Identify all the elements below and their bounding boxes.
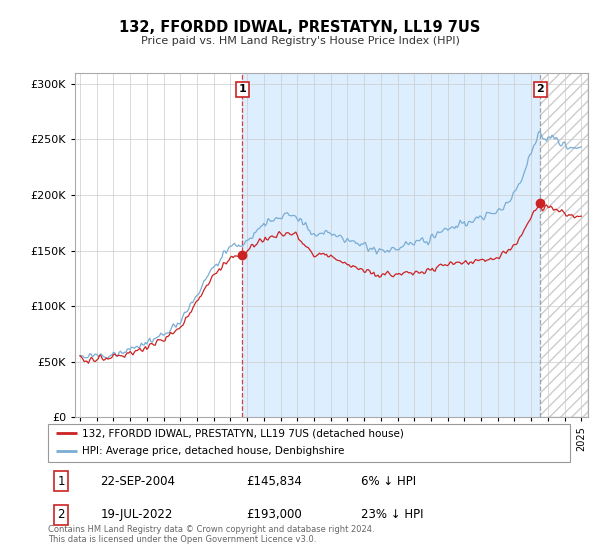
Text: 132, FFORDD IDWAL, PRESTATYN, LL19 7US (detached house): 132, FFORDD IDWAL, PRESTATYN, LL19 7US (… — [82, 428, 404, 438]
Text: 2: 2 — [58, 508, 65, 521]
Bar — [242, 73, 540, 417]
Text: HPI: Average price, detached house, Denbighshire: HPI: Average price, detached house, Denb… — [82, 446, 344, 456]
Text: 132, FFORDD IDWAL, PRESTATYN, LL19 7US: 132, FFORDD IDWAL, PRESTATYN, LL19 7US — [119, 20, 481, 35]
Text: 1: 1 — [58, 474, 65, 488]
Bar — [540, 73, 588, 417]
Text: 6% ↓ HPI: 6% ↓ HPI — [361, 474, 416, 488]
Text: 1: 1 — [239, 85, 247, 95]
Text: 2: 2 — [536, 85, 544, 95]
Text: Contains HM Land Registry data © Crown copyright and database right 2024.
This d: Contains HM Land Registry data © Crown c… — [48, 525, 374, 544]
Text: 19-JUL-2022: 19-JUL-2022 — [100, 508, 173, 521]
Text: Price paid vs. HM Land Registry's House Price Index (HPI): Price paid vs. HM Land Registry's House … — [140, 36, 460, 46]
Text: £145,834: £145,834 — [247, 474, 302, 488]
Text: £193,000: £193,000 — [247, 508, 302, 521]
FancyBboxPatch shape — [48, 424, 570, 462]
Text: 22-SEP-2004: 22-SEP-2004 — [100, 474, 175, 488]
Bar — [540, 73, 588, 417]
Text: 23% ↓ HPI: 23% ↓ HPI — [361, 508, 424, 521]
